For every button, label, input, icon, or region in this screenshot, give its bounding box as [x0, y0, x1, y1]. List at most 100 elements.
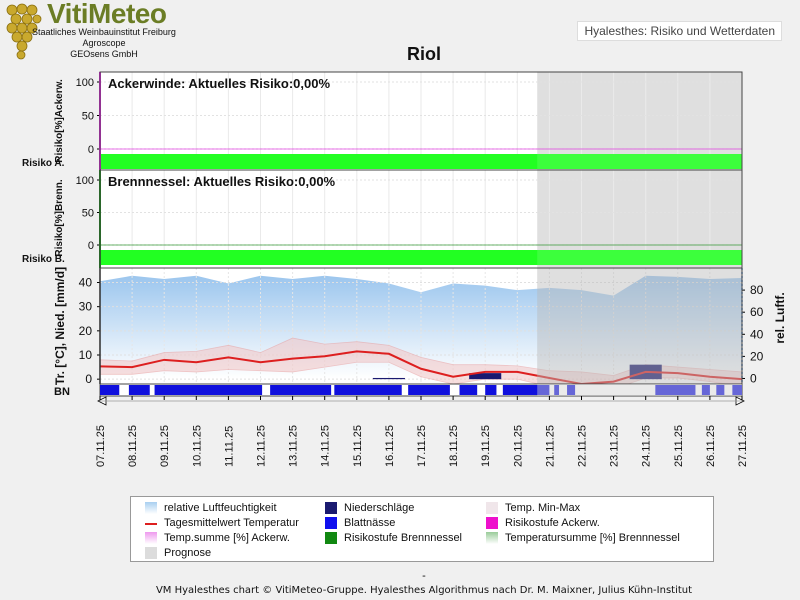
org-line-3: GEOsens GmbH [70, 49, 138, 59]
prognose-band-strip [537, 384, 742, 396]
date-tick: 21.11.25 [544, 425, 556, 467]
precip-bar [469, 373, 502, 380]
legend-swatch [145, 523, 157, 525]
legend-swatch [486, 517, 498, 529]
legend-swatch [325, 517, 337, 529]
legend-swatch [145, 502, 157, 514]
weather-ytick-left: 40 [79, 276, 93, 290]
date-tick: 11.11.25 [223, 426, 235, 467]
leaf-wetness-segment [701, 385, 710, 395]
risk-a-ytick: 50 [82, 111, 94, 123]
weather-ytick-right: 60 [750, 305, 764, 319]
prognose-band-a [537, 72, 742, 170]
risk-b-annotation: Brennnessel: Aktuelles Risiko:0,00% [108, 174, 336, 189]
leaf-wetness-segment [567, 385, 576, 395]
org-line-2: Agroscope [82, 38, 126, 48]
risk-b-level-bar [100, 250, 742, 265]
date-tick: 17.11.25 [416, 425, 428, 467]
legend-swatch [145, 532, 157, 544]
legend-swatch [145, 547, 157, 559]
legend-label: Tagesmittelwert Temperatur [164, 517, 299, 529]
legend-swatch [325, 532, 337, 544]
legend-label: Prognose [164, 547, 212, 559]
date-tick: 25.11.25 [673, 425, 685, 467]
date-tick: 27.11.25 [737, 425, 749, 467]
date-tick: 19.11.25 [480, 425, 492, 467]
leaf-wetness-segment [502, 385, 550, 395]
leaf-wetness-segment [154, 385, 263, 395]
temp-mean-line [99, 350, 743, 386]
prognose-band-weather [537, 268, 742, 384]
chart-title: Riol [407, 44, 441, 64]
risk-a-ytick: 100 [76, 77, 94, 89]
logo-text: VitiMeteo [47, 0, 167, 29]
org-line-1: Staatliches Weinbauinstitut Freiburg [32, 27, 176, 37]
risk-a-risk-label: Risiko A. [22, 158, 65, 169]
weather-ytick-left: 0 [85, 372, 92, 386]
weather-ytick-right: 20 [750, 349, 764, 363]
risk-a-ylabel: Risiko[%]Ackerw. [54, 79, 65, 163]
logo-grapes-icon [6, 3, 42, 60]
leaf-wetness-segment [554, 385, 560, 395]
risk-a-ytick: 0 [88, 144, 94, 156]
risk-b-ytick: 50 [82, 208, 94, 220]
weather-ylabel-left: Tr. [°C], Nied. [mm/d] [53, 267, 67, 385]
legend-label: Risikostufe Brennnessel [344, 532, 463, 544]
leaf-wetness-segment [334, 385, 402, 395]
weather-ytick-right: 80 [750, 283, 764, 297]
risk-a-annotation: Ackerwinde: Aktuelles Risiko:0,00% [108, 76, 330, 91]
risk-b-risk-label: Risiko B. [22, 254, 65, 265]
date-tick: 13.11.25 [288, 425, 300, 467]
date-tick: 24.11.25 [641, 425, 653, 467]
risk-a-level-bar [100, 154, 742, 169]
legend-label: Risikostufe Ackerw. [505, 517, 600, 529]
legend-swatch [486, 502, 498, 514]
date-tick: 15.11.25 [352, 425, 364, 467]
date-tick: 12.11.25 [256, 425, 268, 467]
legend-label: Temp. Min-Max [505, 502, 581, 514]
date-tick: 23.11.25 [609, 425, 621, 467]
legend-label: relative Luftfeuchtigkeit [164, 502, 277, 514]
date-tick: 18.11.25 [448, 425, 460, 467]
leaf-wetness-segment [408, 385, 450, 395]
leaf-wetness-segment [716, 385, 725, 395]
date-tick: 08.11.25 [127, 425, 139, 467]
risk-b-ytick: 100 [76, 175, 94, 187]
date-tick: 09.11.25 [159, 425, 171, 467]
date-tick: 07.11.25 [95, 425, 107, 467]
weather-ytick-right: 0 [750, 371, 757, 385]
date-tick: 14.11.25 [320, 425, 332, 467]
header-badge: Hyalesthes: Risiko und Wetterdaten [577, 21, 782, 41]
risk-b-bar-prognose [537, 250, 742, 265]
legend-label: Temp.summe [%] Ackerw. [164, 532, 290, 544]
legend-label: Niederschläge [344, 502, 415, 514]
legend: relative Luftfeuchtigkeit Niederschläge Te… [130, 496, 714, 562]
date-tick: 22.11.25 [577, 425, 589, 467]
leaf-wetness-segment [732, 385, 742, 395]
date-tick: 10.11.25 [191, 425, 203, 467]
risk-b-ylabel: Risiko[%]Brenn. [54, 179, 65, 256]
legend-swatch [486, 532, 498, 544]
leaf-wetness-segment [100, 385, 120, 395]
date-tick: 26.11.25 [705, 425, 717, 467]
weather-ytick-left: 20 [79, 324, 93, 338]
leaf-wetness-label: BN [54, 386, 70, 398]
weather-ytick-right: 40 [750, 327, 764, 341]
footer-credit: VM Hyalesthes chart © VitiMeteo-Gruppe. … [155, 585, 693, 596]
leaf-wetness-segment [128, 385, 150, 395]
risk-a-bar-prognose [537, 154, 742, 169]
legend-label: Temperatursumme [%] Brennnessel [505, 532, 680, 544]
date-tick: 16.11.25 [384, 425, 396, 467]
legend-swatch [325, 502, 337, 514]
leaf-wetness-segment [270, 385, 332, 395]
date-tick: 20.11.25 [512, 425, 524, 467]
leaf-wetness-segment [655, 385, 696, 395]
weather-ytick-left: 10 [79, 348, 93, 362]
legend-label: Blattnässe [344, 517, 396, 529]
risk-b-ytick: 0 [88, 240, 94, 252]
leaf-wetness-segment [485, 385, 497, 395]
leaf-wetness-segment [459, 385, 478, 395]
weather-ytick-left: 30 [79, 300, 93, 314]
footer-dash: - [422, 570, 426, 582]
